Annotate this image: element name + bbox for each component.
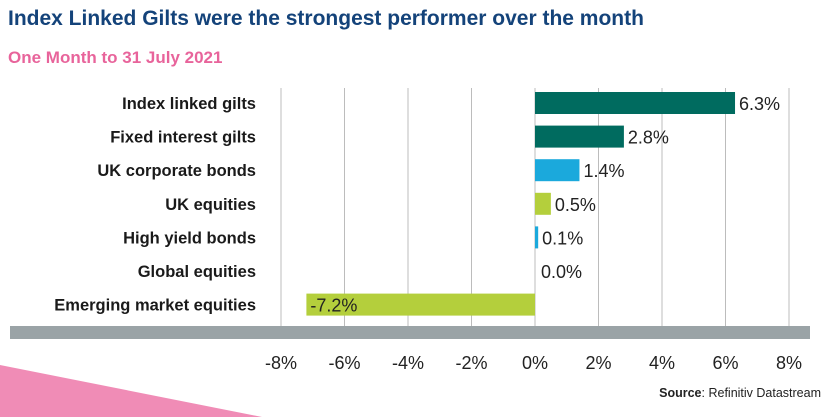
category-label: High yield bonds	[123, 229, 256, 247]
bar	[535, 125, 624, 148]
x-tick-label: 8%	[776, 353, 802, 373]
category-label: Global equities	[138, 263, 256, 281]
x-tick-label: -8%	[265, 353, 297, 373]
bar	[535, 192, 551, 215]
x-tick-label: 2%	[585, 353, 611, 373]
x-tick-label: -2%	[455, 353, 487, 373]
data-label: -7.2%	[310, 296, 357, 316]
data-label: 0.0%	[541, 262, 582, 282]
pink-corner-decoration	[0, 365, 262, 417]
chart-title: Index Linked Gilts were the strongest pe…	[8, 7, 644, 30]
data-label: 2.8%	[628, 128, 669, 148]
category-label: UK equities	[165, 196, 256, 214]
source-label: Source	[659, 386, 702, 400]
category-label: Fixed interest gilts	[110, 129, 256, 147]
x-tick-label: -6%	[328, 353, 360, 373]
x-axis-band	[10, 326, 810, 339]
data-label: 0.5%	[555, 195, 596, 215]
bar	[535, 92, 736, 114]
x-tick-label: -4%	[392, 353, 424, 373]
data-label: 1.4%	[583, 161, 624, 181]
data-label: 6.3%	[739, 94, 780, 114]
category-label: UK corporate bonds	[97, 162, 256, 180]
category-label: Index linked gilts	[122, 95, 256, 113]
x-tick-label: 0%	[522, 353, 548, 373]
bar	[306, 293, 535, 316]
data-label: 0.1%	[542, 228, 583, 248]
source-note: Source: Refinitiv Datastream	[659, 386, 821, 400]
bar	[535, 159, 580, 182]
x-tick-label: 4%	[649, 353, 675, 373]
chart-subtitle: One Month to 31 July 2021	[8, 48, 223, 67]
bar	[535, 226, 539, 249]
category-label: Emerging market equities	[54, 297, 256, 315]
source-text: : Refinitiv Datastream	[701, 386, 821, 400]
x-tick-label: 6%	[712, 353, 738, 373]
